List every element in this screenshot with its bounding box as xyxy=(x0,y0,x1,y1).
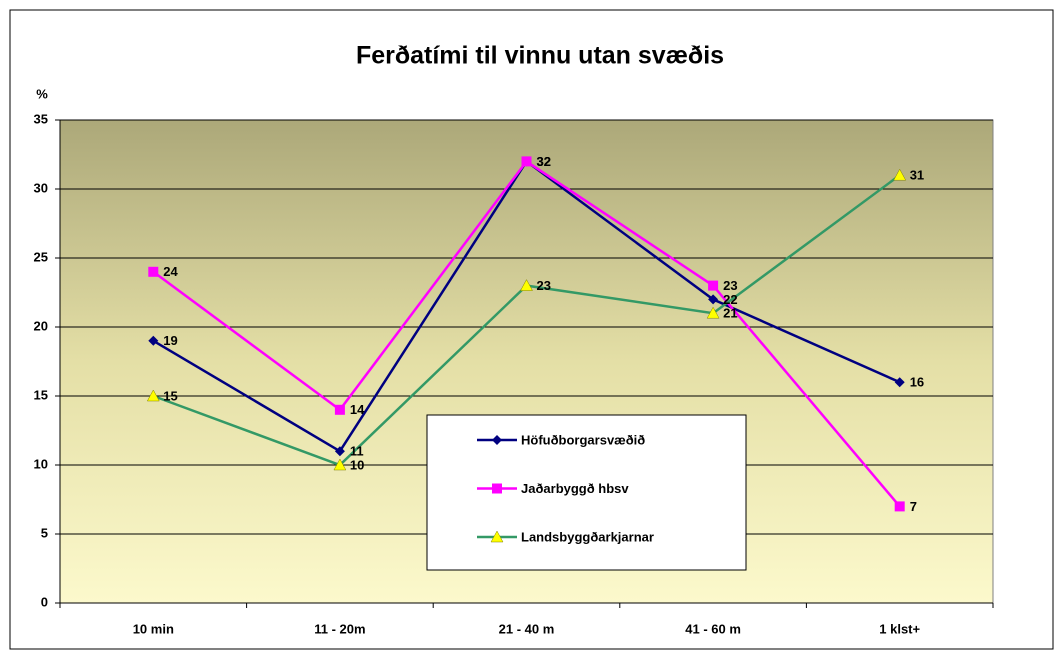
y-axis-label: % xyxy=(36,86,48,101)
data-point xyxy=(708,294,719,305)
y-tick-label: 20 xyxy=(34,318,48,333)
y-tick-label: 0 xyxy=(41,594,48,609)
legend-marker xyxy=(490,530,504,543)
data-point xyxy=(520,279,533,291)
data-point xyxy=(894,377,905,388)
chart-title: Ferðatími til vinnu utan svæðis xyxy=(356,42,724,70)
y-tick-label: 10 xyxy=(34,456,48,471)
data-label: 32 xyxy=(537,154,551,169)
y-tick-label: 5 xyxy=(41,525,48,540)
data-label: 21 xyxy=(723,306,737,321)
data-label: 16 xyxy=(910,375,924,390)
data-label: 15 xyxy=(163,388,177,403)
data-point xyxy=(334,404,345,415)
legend-marker xyxy=(492,483,502,494)
data-label: 24 xyxy=(163,264,178,279)
data-label: 14 xyxy=(350,402,365,417)
data-label: 31 xyxy=(910,168,924,183)
y-tick-label: 15 xyxy=(34,387,48,402)
legend-label: Jaðarbyggð hbsv xyxy=(521,481,629,496)
data-point xyxy=(893,168,907,181)
data-label: 32 xyxy=(537,154,551,169)
data-point xyxy=(521,156,532,167)
y-tick-label: 35 xyxy=(34,111,48,126)
x-tick-label: 11 - 20m xyxy=(314,621,365,636)
y-tick-label: 25 xyxy=(34,249,48,264)
data-point xyxy=(333,458,347,471)
data-point xyxy=(706,306,720,319)
x-tick-label: 21 - 40 m xyxy=(499,621,555,636)
data-label: 10 xyxy=(350,457,364,472)
data-point xyxy=(148,335,159,346)
x-tick-label: 41 - 60 m xyxy=(685,621,741,636)
x-tick-label: 1 klst+ xyxy=(879,621,920,636)
data-point xyxy=(708,280,719,291)
x-tick-label: 10 min xyxy=(133,621,174,636)
data-point xyxy=(334,446,345,457)
data-label: 11 xyxy=(350,444,364,459)
data-label: 7 xyxy=(910,499,917,514)
data-label: 23 xyxy=(723,278,737,293)
data-label: 22 xyxy=(723,292,737,307)
data-label: 19 xyxy=(163,333,177,348)
data-point xyxy=(146,389,160,402)
data-point xyxy=(148,266,159,277)
data-label: 23 xyxy=(537,278,551,293)
y-tick-label: 30 xyxy=(34,180,48,195)
legend-label: Landsbyggðarkjarnar xyxy=(521,529,654,544)
legend-label: Höfuðborgarsvæðið xyxy=(521,432,645,447)
legend-marker xyxy=(492,435,502,445)
data-point xyxy=(894,501,905,512)
